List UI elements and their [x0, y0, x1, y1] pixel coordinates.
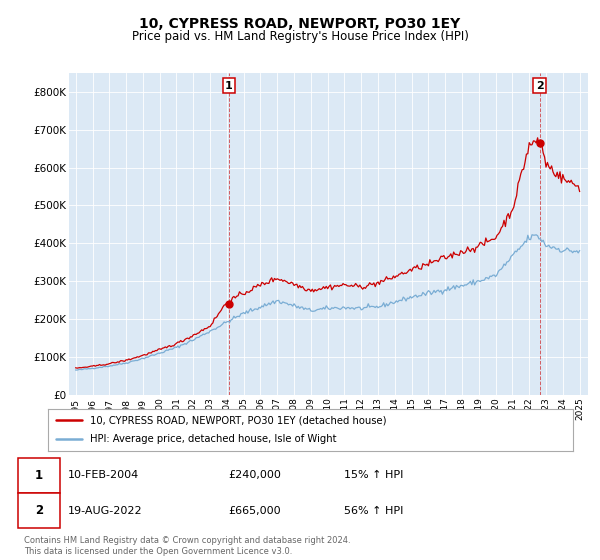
Text: 56% ↑ HPI: 56% ↑ HPI [344, 506, 404, 516]
Text: 1: 1 [35, 469, 43, 482]
FancyBboxPatch shape [19, 458, 60, 493]
Text: 1: 1 [225, 81, 233, 91]
Text: HPI: Average price, detached house, Isle of Wight: HPI: Average price, detached house, Isle… [90, 435, 337, 445]
Text: £240,000: £240,000 [228, 470, 281, 480]
Text: 10, CYPRESS ROAD, NEWPORT, PO30 1EY (detached house): 10, CYPRESS ROAD, NEWPORT, PO30 1EY (det… [90, 415, 386, 425]
Text: 2: 2 [35, 504, 43, 517]
Text: £665,000: £665,000 [228, 506, 281, 516]
Text: 10-FEB-2004: 10-FEB-2004 [68, 470, 139, 480]
Text: Contains HM Land Registry data © Crown copyright and database right 2024.
This d: Contains HM Land Registry data © Crown c… [24, 536, 350, 556]
Text: 15% ↑ HPI: 15% ↑ HPI [344, 470, 404, 480]
FancyBboxPatch shape [19, 493, 60, 528]
Text: 2: 2 [536, 81, 544, 91]
Text: 19-AUG-2022: 19-AUG-2022 [68, 506, 143, 516]
Text: Price paid vs. HM Land Registry's House Price Index (HPI): Price paid vs. HM Land Registry's House … [131, 30, 469, 44]
Text: 10, CYPRESS ROAD, NEWPORT, PO30 1EY: 10, CYPRESS ROAD, NEWPORT, PO30 1EY [139, 17, 461, 31]
